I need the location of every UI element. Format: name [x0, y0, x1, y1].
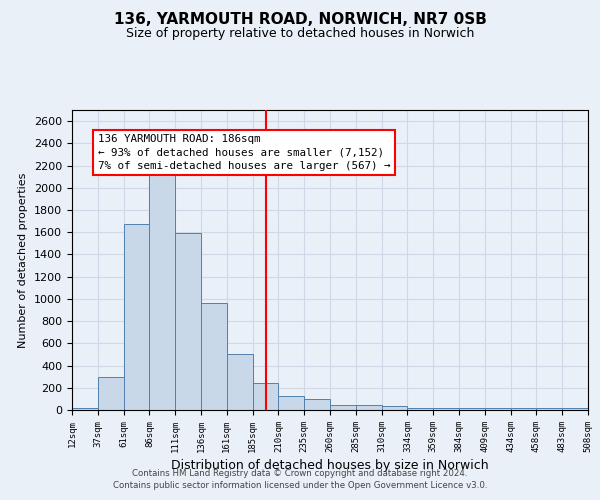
Text: Size of property relative to detached houses in Norwich: Size of property relative to detached ho… — [126, 28, 474, 40]
Bar — [511, 408, 536, 410]
Bar — [407, 408, 433, 410]
Text: 136 YARMOUTH ROAD: 186sqm
← 93% of detached houses are smaller (7,152)
7% of sem: 136 YARMOUTH ROAD: 186sqm ← 93% of detac… — [98, 134, 391, 171]
Bar — [124, 224, 149, 410]
Bar — [433, 408, 459, 410]
Bar — [330, 405, 356, 410]
Bar — [201, 304, 227, 410]
Y-axis label: Number of detached properties: Number of detached properties — [19, 172, 28, 348]
Bar — [149, 172, 175, 410]
Bar — [562, 408, 588, 410]
Bar — [459, 408, 485, 410]
Text: 136, YARMOUTH ROAD, NORWICH, NR7 0SB: 136, YARMOUTH ROAD, NORWICH, NR7 0SB — [113, 12, 487, 28]
Bar — [536, 408, 562, 410]
Bar — [278, 396, 304, 410]
Bar — [72, 408, 98, 410]
Bar — [382, 406, 407, 410]
Bar — [175, 234, 201, 410]
Bar — [304, 399, 330, 410]
Bar — [98, 376, 124, 410]
Bar — [485, 408, 511, 410]
Text: Contains HM Land Registry data © Crown copyright and database right 2024.
Contai: Contains HM Land Registry data © Crown c… — [113, 468, 487, 490]
X-axis label: Distribution of detached houses by size in Norwich: Distribution of detached houses by size … — [171, 459, 489, 472]
Bar — [356, 405, 382, 410]
Bar — [227, 354, 253, 410]
Bar — [253, 383, 278, 410]
